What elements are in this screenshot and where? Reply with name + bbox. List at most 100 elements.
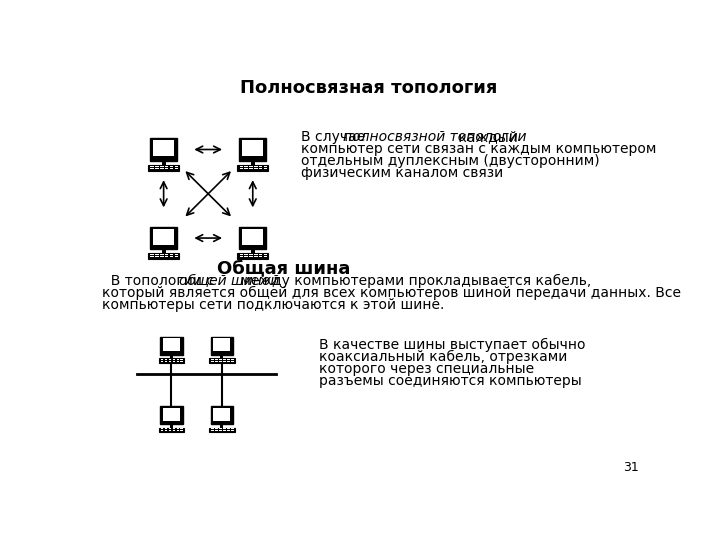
Bar — [219, 428, 222, 429]
Bar — [213, 339, 230, 352]
Bar — [244, 256, 248, 258]
Bar — [244, 166, 248, 167]
Bar — [227, 361, 230, 362]
Bar — [170, 424, 173, 428]
Bar — [231, 359, 234, 360]
Bar — [153, 229, 174, 245]
Bar — [242, 140, 264, 156]
Bar — [231, 430, 234, 431]
Text: каждый: каждый — [454, 130, 518, 144]
Bar — [264, 256, 267, 258]
Bar — [173, 430, 176, 431]
Bar — [223, 361, 226, 362]
Text: между компьютерами прокладывается кабель,: между компьютерами прокладывается кабель… — [235, 274, 591, 288]
Bar — [161, 428, 163, 429]
Bar — [163, 339, 180, 352]
Bar — [161, 249, 166, 253]
Bar — [158, 428, 184, 433]
Bar — [176, 361, 179, 362]
Text: В случае: В случае — [301, 130, 369, 144]
Bar — [160, 167, 163, 169]
Bar — [237, 253, 269, 259]
Bar — [176, 430, 179, 431]
Bar — [254, 166, 258, 167]
Bar — [165, 359, 167, 360]
Bar — [161, 406, 183, 424]
Bar — [220, 355, 223, 359]
Bar — [168, 359, 171, 360]
Bar — [213, 408, 230, 421]
Bar — [239, 227, 266, 249]
Bar — [254, 167, 258, 169]
Bar — [150, 166, 154, 167]
Bar — [211, 430, 214, 431]
Bar — [240, 256, 243, 258]
Bar — [219, 361, 222, 362]
Bar — [160, 256, 163, 258]
Bar — [170, 355, 173, 359]
Bar — [215, 428, 217, 429]
Bar — [259, 167, 263, 169]
Text: которого через специальные: которого через специальные — [319, 362, 534, 376]
Bar — [161, 337, 183, 355]
Bar — [160, 254, 163, 255]
Bar — [249, 167, 253, 169]
Bar — [227, 430, 230, 431]
Bar — [156, 254, 159, 255]
Bar — [210, 406, 233, 424]
Bar — [215, 359, 217, 360]
Bar — [237, 165, 269, 171]
Bar — [161, 430, 163, 431]
Bar — [254, 256, 258, 258]
Bar — [175, 254, 179, 255]
Bar — [161, 361, 163, 362]
Bar — [150, 227, 177, 249]
Bar — [264, 254, 267, 255]
Bar — [239, 138, 266, 160]
Bar — [176, 359, 179, 360]
Text: В топологии с: В топологии с — [102, 274, 218, 288]
Bar — [175, 167, 179, 169]
Bar — [165, 428, 167, 429]
Bar — [209, 359, 235, 363]
Bar — [223, 430, 226, 431]
Bar — [168, 361, 171, 362]
Bar — [170, 254, 174, 255]
Bar — [181, 361, 184, 362]
Bar — [223, 359, 226, 360]
Bar — [165, 166, 168, 167]
Bar — [244, 254, 248, 255]
Bar — [175, 256, 179, 258]
Bar — [251, 160, 255, 165]
Bar — [209, 428, 235, 433]
Text: Полносвязная топология: Полносвязная топология — [240, 79, 498, 97]
Bar — [251, 249, 255, 253]
Bar — [181, 430, 184, 431]
Bar — [181, 428, 184, 429]
Bar — [211, 428, 214, 429]
Bar — [259, 256, 263, 258]
Bar — [148, 165, 179, 171]
Text: компьютеры сети подключаются к этой шине.: компьютеры сети подключаются к этой шине… — [102, 298, 444, 312]
Bar — [219, 430, 222, 431]
Bar — [170, 256, 174, 258]
Bar — [220, 424, 223, 428]
Bar — [173, 428, 176, 429]
Bar — [156, 256, 159, 258]
Bar — [153, 140, 174, 156]
Bar — [165, 254, 168, 255]
Text: коаксиальный кабель, отрезками: коаксиальный кабель, отрезками — [319, 350, 567, 364]
Bar — [161, 160, 166, 165]
Bar — [148, 253, 179, 259]
Bar — [168, 428, 171, 429]
Bar — [244, 167, 248, 169]
Bar — [254, 254, 258, 255]
Text: физическим каналом связи: физическим каналом связи — [301, 166, 503, 180]
Bar — [249, 166, 253, 167]
Bar — [210, 337, 233, 355]
Bar — [240, 254, 243, 255]
Bar — [173, 359, 176, 360]
Text: 31: 31 — [623, 462, 639, 475]
Bar — [165, 361, 167, 362]
Bar — [211, 361, 214, 362]
